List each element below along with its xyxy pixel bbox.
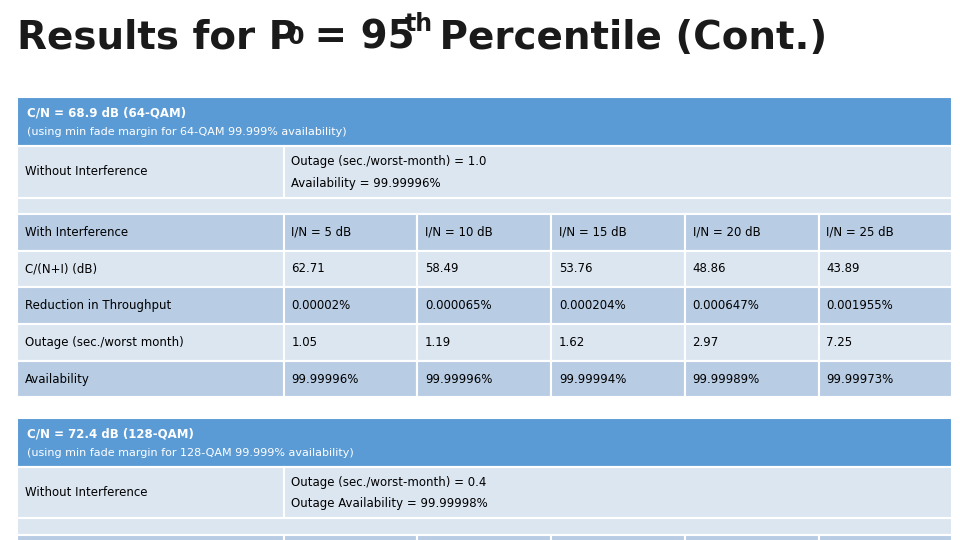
Text: 0.000065%: 0.000065% — [425, 299, 492, 312]
Text: 99.99989%: 99.99989% — [692, 373, 759, 386]
FancyBboxPatch shape — [284, 214, 418, 251]
FancyBboxPatch shape — [684, 287, 819, 324]
Text: 0.000204%: 0.000204% — [559, 299, 626, 312]
Text: Percentile (Cont.): Percentile (Cont.) — [426, 19, 828, 57]
Text: Results for P: Results for P — [17, 19, 298, 57]
FancyBboxPatch shape — [17, 324, 284, 361]
Text: (using min fade margin for 128-QAM 99.999% availability): (using min fade margin for 128-QAM 99.99… — [27, 448, 353, 458]
Text: I/N = 15 dB: I/N = 15 dB — [559, 226, 627, 239]
Text: 0.000647%: 0.000647% — [692, 299, 759, 312]
Text: 2.97: 2.97 — [692, 336, 719, 349]
Text: 0: 0 — [288, 25, 304, 49]
FancyBboxPatch shape — [819, 361, 952, 397]
FancyBboxPatch shape — [284, 324, 418, 361]
Text: 99.99996%: 99.99996% — [292, 373, 359, 386]
FancyBboxPatch shape — [418, 535, 551, 540]
Text: = 95: = 95 — [301, 19, 415, 57]
Text: I/N = 25 dB: I/N = 25 dB — [827, 226, 894, 239]
FancyBboxPatch shape — [684, 251, 819, 287]
Text: Outage (sec./worst-month) = 1.0: Outage (sec./worst-month) = 1.0 — [292, 155, 487, 168]
FancyBboxPatch shape — [17, 251, 284, 287]
FancyBboxPatch shape — [819, 324, 952, 361]
FancyBboxPatch shape — [17, 214, 284, 251]
Text: Availability = 99.99996%: Availability = 99.99996% — [292, 177, 441, 190]
FancyBboxPatch shape — [551, 535, 684, 540]
FancyBboxPatch shape — [17, 198, 952, 214]
FancyBboxPatch shape — [551, 214, 684, 251]
FancyBboxPatch shape — [551, 251, 684, 287]
Text: Without Interference: Without Interference — [25, 165, 148, 178]
Text: 58.49: 58.49 — [425, 262, 459, 275]
Text: 48.86: 48.86 — [692, 262, 726, 275]
Text: 99.99994%: 99.99994% — [559, 373, 626, 386]
FancyBboxPatch shape — [551, 361, 684, 397]
FancyBboxPatch shape — [418, 361, 551, 397]
Text: I/N = 5 dB: I/N = 5 dB — [292, 226, 351, 239]
FancyBboxPatch shape — [17, 518, 952, 535]
Text: 1.19: 1.19 — [425, 336, 451, 349]
FancyBboxPatch shape — [17, 287, 284, 324]
Text: Outage (sec./worst month): Outage (sec./worst month) — [25, 336, 183, 349]
FancyBboxPatch shape — [684, 214, 819, 251]
Text: Outage Availability = 99.99998%: Outage Availability = 99.99998% — [292, 497, 489, 510]
Text: 0.00002%: 0.00002% — [292, 299, 350, 312]
Text: 62.71: 62.71 — [292, 262, 325, 275]
Text: 99.99996%: 99.99996% — [425, 373, 492, 386]
FancyBboxPatch shape — [284, 361, 418, 397]
Text: I/N = 10 dB: I/N = 10 dB — [425, 226, 492, 239]
FancyBboxPatch shape — [684, 535, 819, 540]
Text: 99.99973%: 99.99973% — [827, 373, 894, 386]
Text: 43.89: 43.89 — [827, 262, 860, 275]
Text: Availability: Availability — [25, 373, 90, 386]
FancyBboxPatch shape — [17, 361, 284, 397]
FancyBboxPatch shape — [418, 324, 551, 361]
FancyBboxPatch shape — [284, 467, 952, 518]
FancyBboxPatch shape — [284, 535, 418, 540]
Text: Outage (sec./worst-month) = 0.4: Outage (sec./worst-month) = 0.4 — [292, 476, 487, 489]
FancyBboxPatch shape — [551, 324, 684, 361]
FancyBboxPatch shape — [284, 146, 952, 198]
FancyBboxPatch shape — [17, 97, 952, 146]
FancyBboxPatch shape — [17, 146, 284, 198]
FancyBboxPatch shape — [418, 214, 551, 251]
FancyBboxPatch shape — [684, 324, 819, 361]
FancyBboxPatch shape — [17, 535, 284, 540]
FancyBboxPatch shape — [418, 287, 551, 324]
Text: 1.62: 1.62 — [559, 336, 585, 349]
Text: (using min fade margin for 64-QAM 99.999% availability): (using min fade margin for 64-QAM 99.999… — [27, 127, 347, 137]
Text: C/(N+I) (dB): C/(N+I) (dB) — [25, 262, 97, 275]
FancyBboxPatch shape — [819, 535, 952, 540]
Text: C/N = 68.9 dB (64-QAM): C/N = 68.9 dB (64-QAM) — [27, 106, 186, 119]
Text: C/N = 72.4 dB (128-QAM): C/N = 72.4 dB (128-QAM) — [27, 427, 194, 440]
FancyBboxPatch shape — [284, 287, 418, 324]
FancyBboxPatch shape — [17, 418, 952, 467]
Text: Without Interference: Without Interference — [25, 486, 148, 499]
Text: Reduction in Throughput: Reduction in Throughput — [25, 299, 171, 312]
Text: With Interference: With Interference — [25, 226, 128, 239]
Text: 1.05: 1.05 — [292, 336, 318, 349]
FancyBboxPatch shape — [551, 287, 684, 324]
FancyBboxPatch shape — [684, 361, 819, 397]
Text: 0.001955%: 0.001955% — [827, 299, 893, 312]
Text: 7.25: 7.25 — [827, 336, 852, 349]
FancyBboxPatch shape — [819, 287, 952, 324]
FancyBboxPatch shape — [284, 251, 418, 287]
FancyBboxPatch shape — [819, 214, 952, 251]
Text: I/N = 20 dB: I/N = 20 dB — [692, 226, 760, 239]
FancyBboxPatch shape — [819, 251, 952, 287]
FancyBboxPatch shape — [418, 251, 551, 287]
Text: th: th — [405, 12, 433, 36]
FancyBboxPatch shape — [17, 467, 284, 518]
Text: 53.76: 53.76 — [559, 262, 592, 275]
